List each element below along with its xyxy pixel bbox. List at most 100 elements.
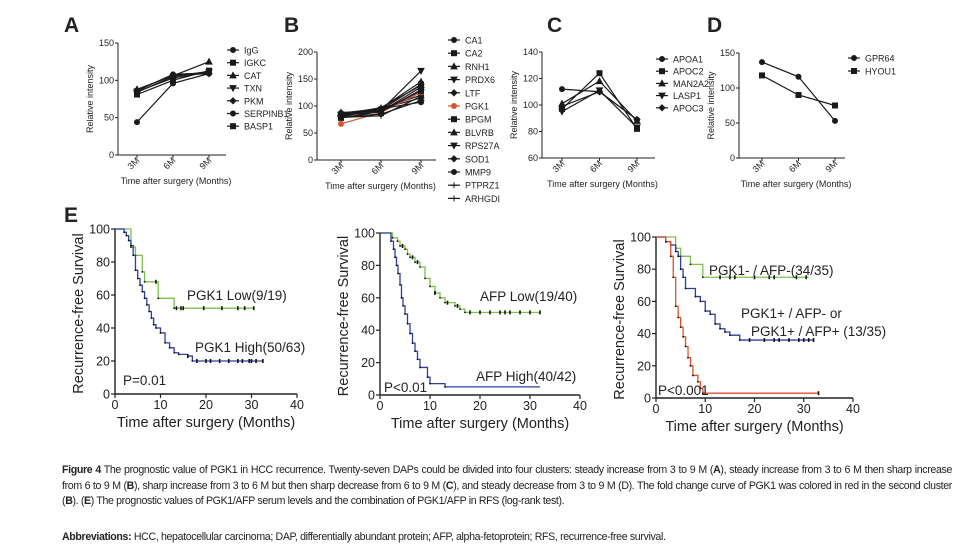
- x-tick-label: 6M: [787, 158, 803, 174]
- legend-label: APOC2: [673, 67, 704, 77]
- legend-marker: [230, 59, 236, 66]
- x-axis-title: Time after surgery (Months): [117, 415, 295, 431]
- event-mark: [400, 296, 403, 299]
- caption-text: E: [84, 495, 91, 508]
- legend-item: APOC3: [656, 103, 704, 113]
- legend-label: IgG: [244, 46, 259, 56]
- legend-item: APOA1: [656, 55, 703, 65]
- p-value-label: P<0.001: [658, 383, 709, 398]
- y-tick-label: 100: [99, 75, 114, 85]
- legend-item: TXN: [227, 84, 262, 94]
- legend-marker: [659, 68, 665, 75]
- x-tick-label: 9M: [409, 160, 425, 176]
- y-tick-label: 60: [361, 291, 375, 305]
- event-mark: [709, 313, 712, 316]
- legend-label: GPR64: [865, 54, 895, 64]
- legend-marker: [451, 195, 457, 202]
- data-point: [832, 117, 838, 124]
- event-mark: [159, 332, 162, 334]
- x-tick-label: 3M: [550, 158, 566, 174]
- event-mark: [434, 292, 436, 294]
- figure-caption: Figure 4 The prognostic value of PGK1 in…: [62, 463, 952, 510]
- legend-marker: [230, 123, 236, 130]
- event-mark: [684, 287, 687, 290]
- y-tick-label: 0: [644, 392, 651, 406]
- legend-marker: [230, 110, 236, 117]
- legend-marker: [450, 155, 458, 163]
- event-mark: [704, 310, 707, 312]
- data-point: [170, 77, 176, 84]
- caption-text: ). (: [72, 495, 85, 508]
- data-point: [759, 72, 765, 79]
- event-mark: [719, 327, 721, 330]
- legend-marker: [851, 55, 857, 61]
- event-mark: [738, 339, 741, 341]
- event-mark: [674, 305, 677, 308]
- y-tick-label: 150: [720, 48, 735, 58]
- legend-marker: [450, 142, 458, 150]
- legend-marker: [450, 89, 458, 97]
- abbreviations-text: HCC, hepatocellular carcinoma; DAP, diff…: [131, 531, 666, 543]
- x-tick-label: 10: [423, 399, 437, 413]
- legend-label: CA2: [465, 49, 483, 59]
- series-gpr64: [759, 59, 838, 124]
- event-mark: [414, 261, 416, 264]
- data-point: [134, 91, 140, 98]
- event-mark: [127, 239, 130, 242]
- legend-item: APOC2: [656, 67, 704, 77]
- event-mark: [682, 335, 684, 338]
- event-mark: [155, 327, 157, 329]
- y-tick-label: 100: [298, 101, 313, 111]
- legend-label: APOC3: [673, 103, 704, 113]
- panel-letter: A: [64, 14, 79, 37]
- event-mark: [692, 374, 694, 377]
- event-mark: [454, 305, 456, 307]
- legend-item: CAT: [227, 71, 262, 81]
- event-mark: [664, 240, 667, 243]
- km-step-line: [656, 236, 814, 341]
- x-tick-label: 30: [797, 402, 811, 416]
- legend-label: BASP1: [244, 122, 273, 132]
- legend-item: SERPINB1: [227, 109, 289, 119]
- line-chart-panel-c: 60 80 100 120 140 3M 6M 9M Relative intensity Tim…: [509, 47, 709, 189]
- legend-item: IgG: [227, 46, 259, 56]
- y-tick-label: 100: [89, 223, 110, 237]
- caption-text: B: [126, 479, 135, 492]
- y-tick-label: 0: [368, 389, 375, 403]
- x-tick-label: 9M: [823, 158, 839, 174]
- line-chart-panel-b: 0 50 100 150 200 3M 6M 9M Relative intensity Time…: [284, 36, 500, 204]
- legend-label: PKM: [244, 96, 264, 106]
- series-basp1: [134, 67, 212, 98]
- event-mark: [429, 285, 431, 288]
- legend-label: PTPRZ1: [465, 181, 500, 191]
- y-tick-label: 80: [637, 263, 651, 277]
- data-point: [418, 99, 424, 106]
- x-tick-label: 40: [573, 399, 587, 413]
- y-tick-label: 40: [637, 327, 651, 341]
- event-mark: [141, 290, 144, 293]
- legend-item: PRDX6: [448, 75, 495, 85]
- legend-label: MAN2A2: [673, 79, 709, 89]
- legend-item: ARHGDI: [448, 194, 500, 204]
- event-mark: [168, 346, 171, 349]
- legend-item: CA2: [448, 49, 483, 59]
- legend-marker: [229, 85, 237, 93]
- x-tick-label: 0: [653, 402, 660, 416]
- y-axis-title: Relative intensity: [509, 70, 519, 139]
- x-tick-label: 6M: [369, 160, 385, 176]
- x-tick-label: 0: [112, 398, 119, 412]
- event-mark: [139, 284, 141, 286]
- event-mark: [728, 334, 731, 337]
- x-axis-title: Time after surgery (Months): [741, 179, 852, 189]
- legend-label: MMP9: [465, 168, 491, 178]
- event-mark: [191, 360, 194, 362]
- p-value-label: P<0.01: [384, 380, 427, 395]
- legend-item: SOD1: [448, 154, 490, 164]
- event-mark: [419, 266, 421, 268]
- legend-marker: [451, 37, 457, 43]
- legend-label: HYOU1: [865, 67, 896, 77]
- event-mark: [404, 313, 406, 315]
- curve-label: AFP High(40/42): [476, 369, 576, 384]
- event-mark: [414, 350, 416, 353]
- data-point: [338, 120, 344, 127]
